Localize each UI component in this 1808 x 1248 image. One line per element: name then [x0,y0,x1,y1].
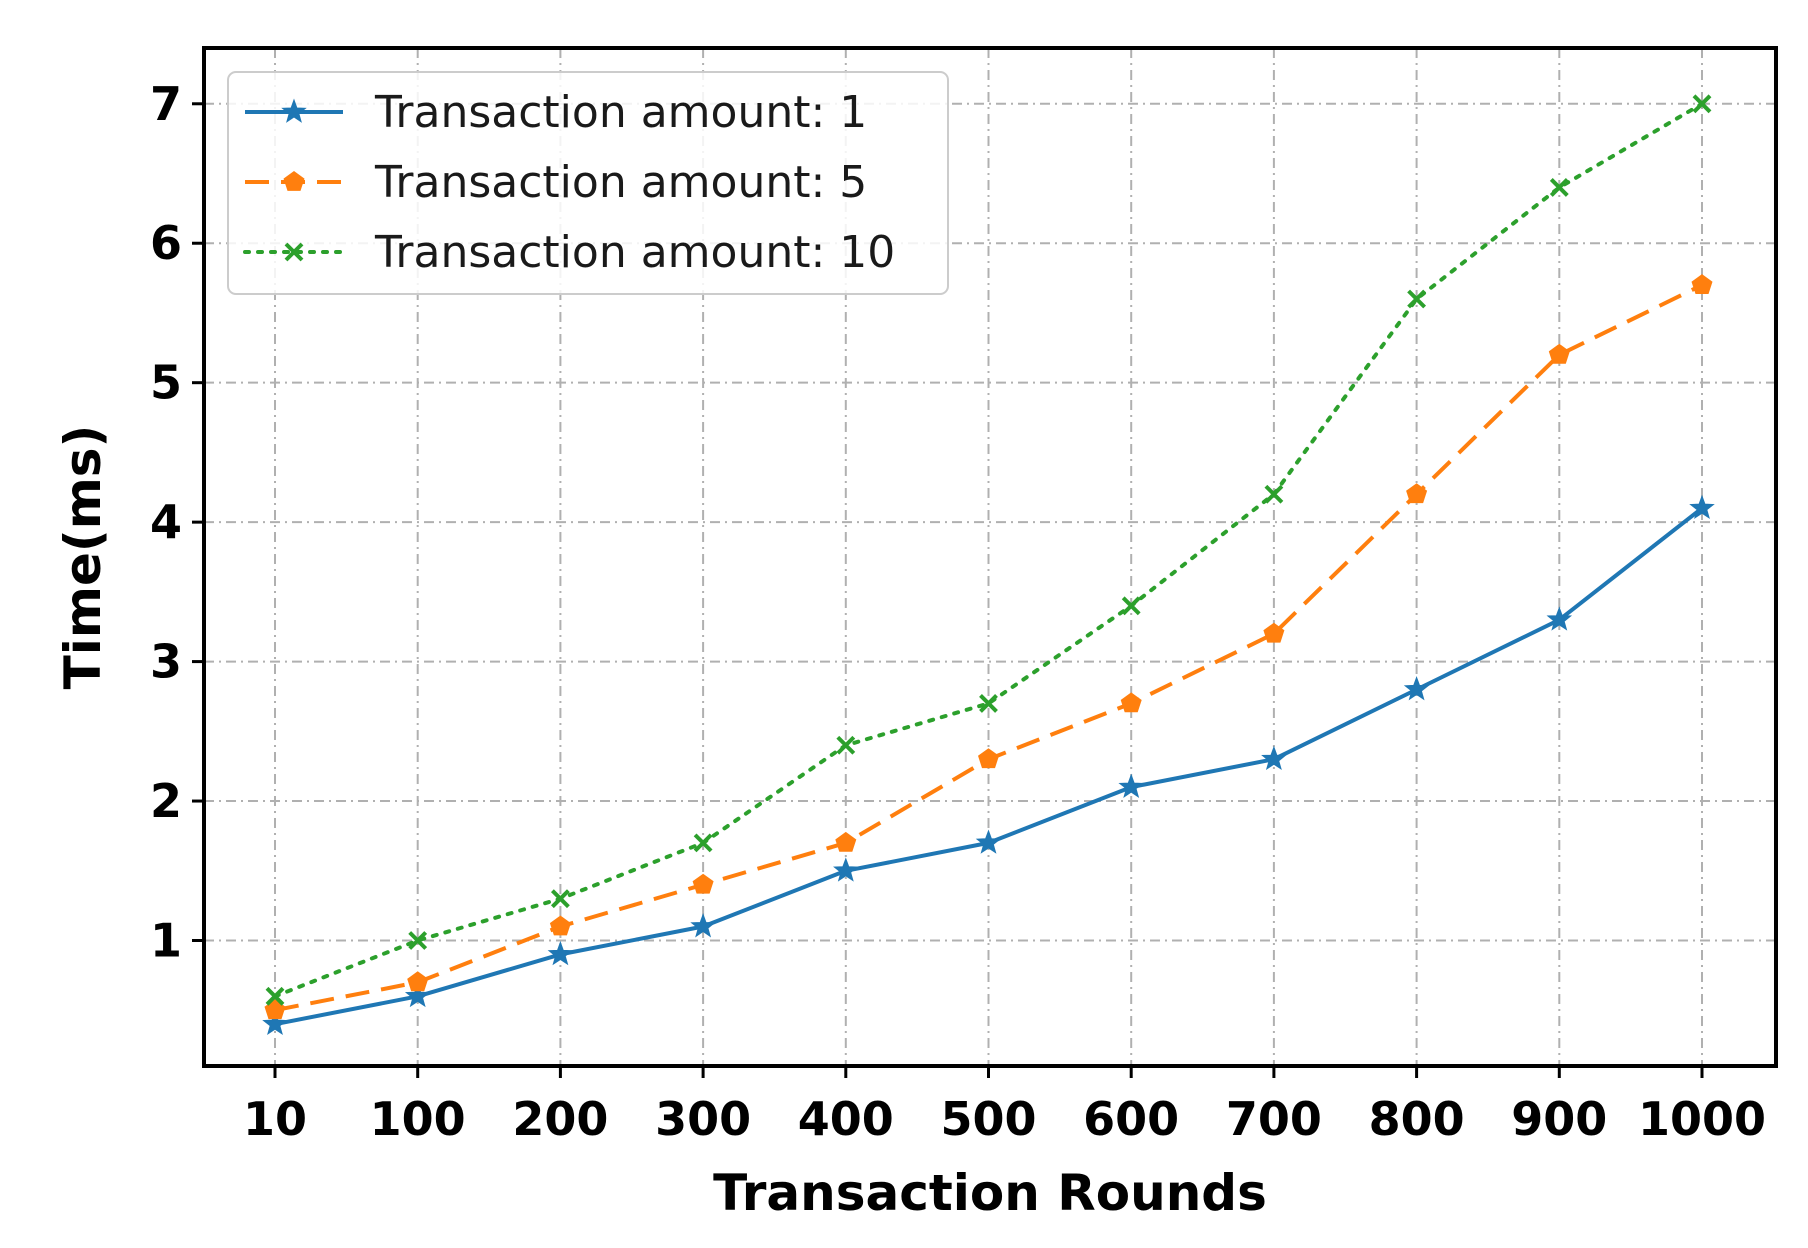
axis-ticks: 10 100 200 300 400 500 600 700 800 900 1000 1 2 3 4 5 6 7 [150,77,1766,1146]
x-tick-label: 700 [1226,1092,1322,1146]
legend-marker [283,171,305,191]
data-point-marker [1120,692,1142,713]
y-tick-label: 6 [150,216,182,270]
data-point-marker [1549,178,1569,197]
legend-marker [284,242,304,262]
data-point-marker [975,829,1002,854]
data-point-marker [1118,773,1144,798]
data-point-marker [407,971,429,992]
legend-label: Transaction amount: 1 [374,87,867,138]
legend-marker [281,98,307,123]
data-point-marker [1689,494,1715,520]
data-point-marker [1263,622,1285,643]
legend-label: Transaction amount: 10 [374,227,895,278]
x-tick-label: 10 [243,1092,307,1146]
y-tick-label: 4 [150,495,182,549]
x-tick-label: 1000 [1638,1092,1766,1146]
data-point-marker [1407,289,1427,309]
data-point-marker [833,857,859,882]
data-point-marker [550,889,570,909]
data-point-marker [404,982,431,1008]
y-tick-label: 5 [150,356,182,410]
series-3 [265,94,1712,1006]
data-point-marker [1403,676,1430,701]
legend-box [227,71,949,295]
series-2 [264,274,1713,1020]
series-line [273,101,1704,999]
data-point-marker [547,940,574,966]
data-point-marker [690,913,716,938]
y-tick-label: 2 [150,774,182,828]
data-point-marker [835,831,857,852]
data-point-marker [1261,745,1287,771]
x-tick-label: 900 [1511,1092,1607,1146]
data-point-marker [262,1010,288,1036]
x-axis-title: Transaction Rounds [713,1164,1267,1222]
data-point-marker [692,873,714,894]
data-point-marker [693,833,713,853]
x-tick-label: 400 [798,1092,894,1146]
data-point-marker [979,694,998,713]
x-tick-label: 300 [655,1092,751,1146]
data-point-marker [408,931,428,950]
series-group [262,94,1715,1036]
legend: Transaction amount: 1 Transaction amount:… [227,71,949,295]
y-axis-title: Time(ms) [54,425,112,690]
data-point-marker [978,748,999,769]
x-tick-label: 800 [1369,1092,1465,1146]
data-point-marker [1548,343,1570,364]
data-point-marker [1406,483,1428,504]
series-1 [262,494,1715,1036]
data-point-marker [1691,274,1713,294]
data-point-marker [1121,596,1141,616]
x-tick-label: 200 [512,1092,608,1146]
x-tick-label: 100 [370,1092,466,1146]
data-point-marker [549,915,571,936]
y-tick-label: 1 [150,913,182,967]
y-tick-label: 3 [150,635,182,689]
data-point-marker [1264,484,1284,504]
data-point-marker [1692,94,1712,114]
legend-label: Transaction amount: 5 [374,157,867,208]
data-point-marker [1546,606,1573,631]
x-tick-label: 500 [940,1092,1036,1146]
x-tick-label: 600 [1083,1092,1179,1146]
data-point-marker [265,986,285,1006]
data-point-marker [836,735,856,755]
y-tick-label: 7 [150,77,182,131]
